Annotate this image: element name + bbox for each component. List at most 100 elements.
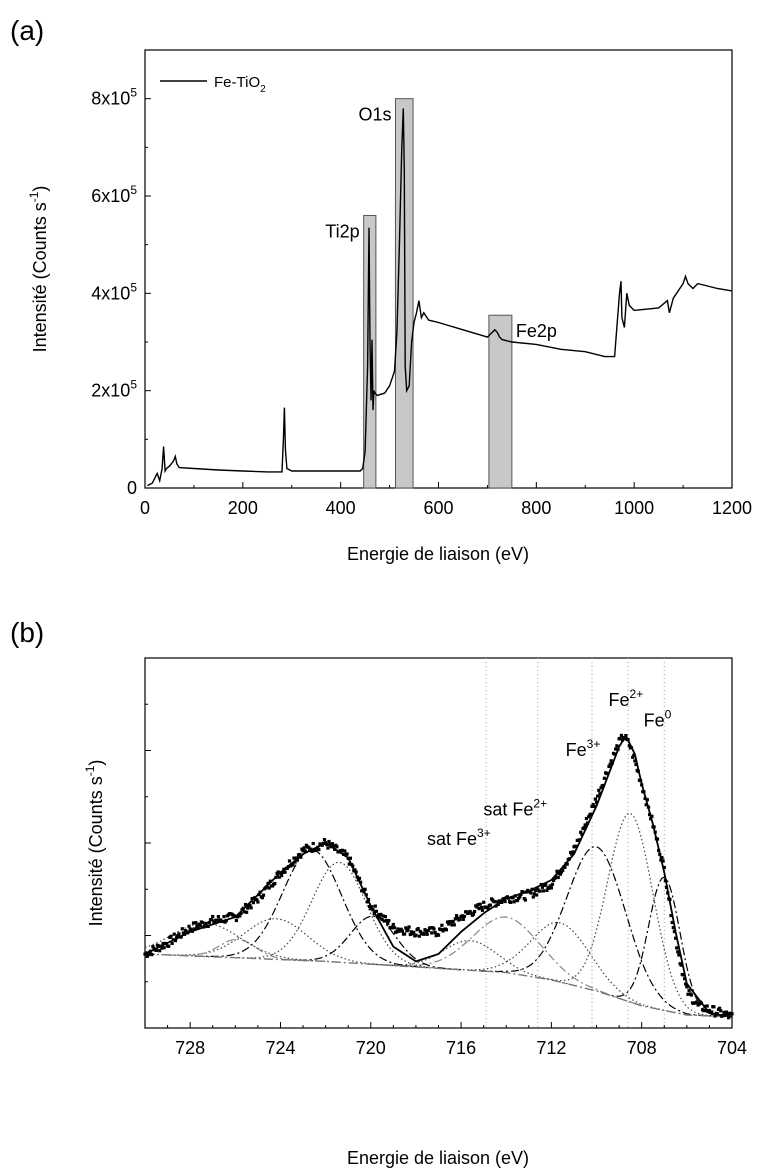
panel-a-regions: Ti2p O1s Fe2p (325, 98, 557, 489)
data-point (404, 926, 408, 930)
data-point (523, 898, 527, 902)
region-box (488, 314, 513, 489)
data-point (579, 830, 583, 834)
data-point (532, 892, 537, 896)
data-point (156, 944, 161, 948)
data-point (634, 762, 638, 767)
data-point (727, 1016, 731, 1020)
data-point (578, 838, 582, 842)
data-point (256, 900, 260, 904)
data-point (536, 887, 540, 891)
data-point (710, 1010, 714, 1014)
data-point (531, 895, 535, 899)
data-point (535, 893, 539, 897)
panel-b-fit-envelope (144, 733, 733, 1018)
data-point (310, 849, 314, 853)
data-point (547, 886, 551, 890)
data-point (391, 922, 395, 927)
data-point (518, 895, 522, 899)
data-point (582, 826, 586, 830)
data-point (452, 923, 456, 927)
data-point (585, 821, 590, 825)
fit-component-line (600, 876, 726, 1018)
y-tick-label: 6x105 (91, 183, 137, 206)
data-point (587, 815, 591, 819)
data-point (160, 946, 164, 950)
data-point (598, 792, 602, 796)
data-point (503, 899, 507, 904)
data-point (565, 862, 569, 866)
data-point (191, 921, 196, 925)
data-point (238, 914, 242, 918)
data-point (390, 926, 394, 930)
panel-a-y-axis-label: Intensité (Counts s-1) (27, 186, 50, 353)
data-point (311, 841, 315, 846)
data-point (469, 911, 473, 915)
panel-a: (a) Ti2p O1s Fe2p 0 200 400 600 800 1000 1200 0 2x… (10, 15, 752, 564)
data-point (541, 889, 546, 893)
data-point (695, 1000, 699, 1004)
data-point (234, 918, 238, 923)
fit-component-line (194, 849, 428, 969)
fit-component-line (361, 939, 577, 987)
data-point (679, 963, 683, 967)
data-point (193, 927, 197, 931)
data-point (534, 888, 538, 892)
data-point (196, 926, 200, 930)
x-tick-label: 200 (228, 498, 258, 518)
data-point (340, 848, 345, 852)
data-point (189, 927, 193, 931)
data-point (385, 918, 389, 923)
data-point (495, 900, 499, 904)
data-point (558, 872, 562, 876)
data-point (154, 948, 158, 952)
data-point (368, 905, 372, 909)
data-point (416, 927, 420, 931)
panel-b: (b) 728 724 720 716 712 708 704 Fe2+Fe0 Fe3+ sat… (10, 617, 747, 1168)
data-point (593, 797, 597, 801)
data-point (365, 900, 369, 904)
x-tick-label: 728 (175, 1038, 205, 1058)
panel-b-background-line (144, 953, 733, 1018)
data-point (608, 762, 612, 766)
data-point (222, 915, 226, 919)
x-tick-label: 1000 (614, 498, 654, 518)
data-point (552, 878, 556, 882)
data-point (326, 846, 330, 850)
data-point (195, 924, 199, 928)
data-point (540, 885, 544, 889)
data-point (207, 921, 211, 925)
data-point (392, 926, 397, 930)
data-point (300, 847, 304, 851)
data-point (669, 914, 673, 918)
data-point (172, 932, 176, 936)
data-point (480, 908, 485, 912)
data-point (425, 932, 429, 936)
data-point (705, 1004, 709, 1008)
fit-component-line (540, 812, 719, 1017)
data-point (660, 856, 664, 860)
data-point (354, 870, 358, 874)
data-point (399, 927, 403, 931)
data-point (689, 993, 693, 997)
data-point (436, 933, 441, 937)
data-point (396, 927, 400, 931)
data-point (613, 752, 617, 756)
data-point (563, 865, 567, 869)
data-point (674, 936, 678, 940)
data-point (187, 924, 191, 928)
data-point (422, 932, 426, 936)
data-point (723, 1012, 727, 1016)
data-point (447, 922, 451, 926)
data-point (348, 856, 352, 860)
data-point (549, 886, 553, 890)
data-point (382, 919, 386, 923)
data-point (631, 755, 635, 759)
y-tick-label: 0 (127, 478, 137, 498)
data-point (335, 845, 339, 849)
data-point (662, 865, 666, 870)
data-point (477, 907, 481, 911)
data-point (353, 868, 357, 872)
panel-b-x-axis-label: Energie de liaison (eV) (347, 1148, 529, 1168)
